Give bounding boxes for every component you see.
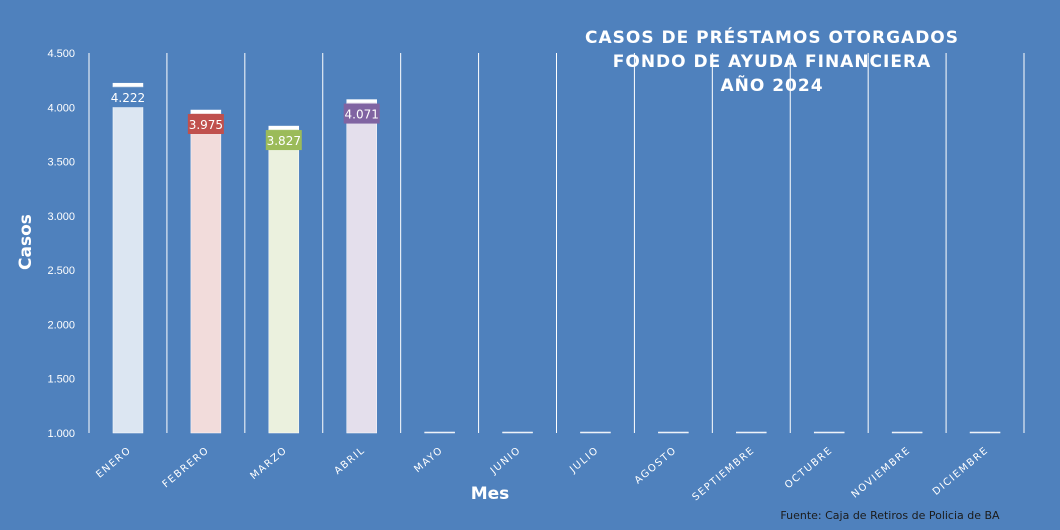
bar-top-edge [190,110,221,113]
x-tick-label: ABRIL [332,445,367,477]
y-tick-label: 3.000 [47,211,75,223]
x-tick-label: JULIO [567,445,601,476]
bar-top-edge [268,126,299,130]
data-label-box [109,87,146,108]
x-tick-label: SEPTIEMBRE [691,445,758,503]
bar [190,109,222,434]
x-tick-label: OCTUBRE [783,445,835,491]
x-tick-label: AGOSTO [633,445,680,487]
data-label: 3.975 [189,118,223,132]
bar [891,431,923,434]
data-label: 4.222 [111,91,145,105]
data-label-box [343,103,380,124]
bar [813,431,845,434]
y-tick-label: 1.000 [47,428,75,440]
data-label: 4.071 [345,108,379,122]
x-tick-label: MAYO [412,445,445,475]
x-tick-label: MARZO [248,445,289,482]
data-label-box [265,130,302,151]
y-tick-label: 4.500 [47,48,75,60]
y-tick-label: 3.500 [47,157,75,169]
bar [268,125,300,434]
bar [969,431,1001,434]
x-axis-label: Mes [470,484,510,504]
bar-top-edge [112,83,143,87]
chart-title-line-2: FONDO DE AYUDA FINANCIERA [612,52,932,72]
bar [112,82,144,434]
data-label: 3.827 [267,134,301,148]
x-tick-label: JUNIO [488,445,523,477]
chart-title-line-1: CASOS DE PRÉSTAMOS OTORGADOS [584,28,959,48]
x-tick-label: ENERO [94,445,134,481]
source-note: Fuente: Caja de Retiros de Policia de BA [780,509,1000,522]
bar [658,431,689,434]
y-tick-label: 4.000 [47,102,75,114]
x-tick-label: DICIEMBRE [931,445,991,498]
bar [736,431,767,434]
chart-title: CASOS DE PRÉSTAMOS OTORGADOS FONDO DE AY… [560,26,984,98]
bar [580,431,611,434]
chart-title-line-3: AÑO 2024 [720,76,824,96]
bar [502,431,533,434]
bar [424,431,455,434]
y-tick-label: 2.500 [47,265,75,277]
x-tick-label: FEBRERO [161,445,212,490]
y-tick-label: 2.000 [47,319,75,331]
x-tick-label: NOVIEMBRE [850,445,913,501]
bar-top-edge [346,99,377,103]
y-tick-label: 1.500 [47,374,75,386]
data-label-box [187,114,224,134]
bar [346,99,377,434]
